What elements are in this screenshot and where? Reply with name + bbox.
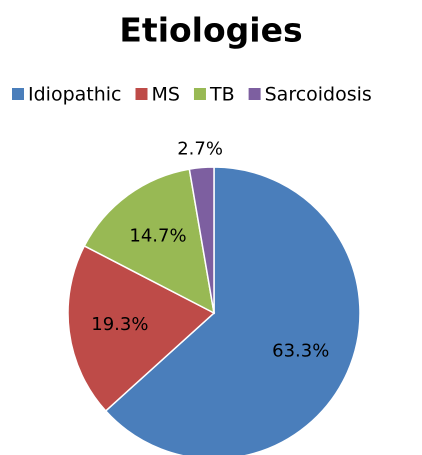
data-label: 2.7% [177,139,223,160]
legend-label: TB [209,84,235,106]
legend-swatch [12,88,24,100]
legend-label: Sarcoidosis [265,84,372,106]
legend-swatch [248,88,261,100]
pie-slice [67,244,216,412]
legend-label: Idiopathic [28,84,122,106]
legend-label: MS [152,84,180,106]
data-label: 14.7% [129,225,186,246]
pie-slice [83,168,215,315]
pie-slice [104,166,361,455]
data-label: 19.3% [91,314,148,335]
chart-title: Etiologies [119,11,302,50]
data-label: 63.3% [272,341,329,362]
legend-swatch [193,88,206,100]
legend-swatch [135,88,148,100]
pie-slice [188,166,215,314]
